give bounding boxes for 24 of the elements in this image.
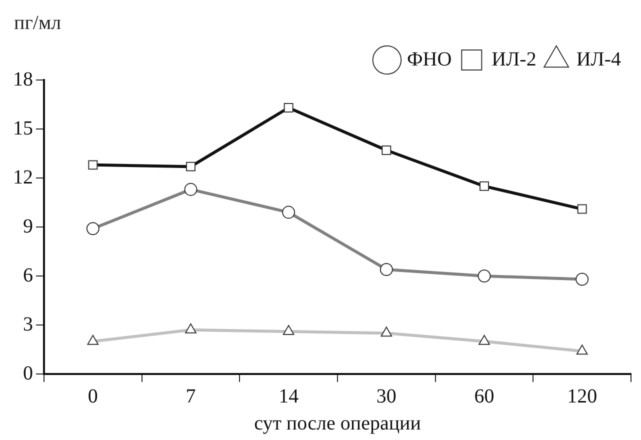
point [577, 204, 587, 214]
y-tick-label: 3 [23, 313, 33, 336]
x-tick-label: 7 [186, 385, 196, 408]
legend-label: ИЛ-2 [492, 48, 536, 70]
x-tick-label: 60 [474, 385, 494, 408]
point [284, 103, 294, 113]
x-tick-label: 120 [567, 385, 598, 408]
x-axis-title: сут после операции [254, 412, 422, 434]
y-tick-label: 15 [13, 117, 33, 140]
point [186, 162, 196, 172]
legend-label: ИЛ-4 [576, 48, 622, 70]
x-tick-label: 14 [278, 385, 299, 408]
y-tick-label: 6 [23, 264, 33, 286]
x-tick-label: 30 [376, 385, 396, 408]
y-tick-label: 12 [13, 166, 33, 188]
y-axis-title: пг/мл [14, 12, 62, 35]
point [480, 181, 489, 191]
x-tick-label: 0 [88, 385, 98, 408]
y-tick-label: 0 [23, 362, 33, 384]
point [382, 145, 392, 155]
y-tick-label: 9 [23, 215, 33, 238]
point [88, 160, 98, 170]
y-tick-label: 18 [13, 68, 33, 90]
legend-label: ФНО [406, 48, 452, 70]
